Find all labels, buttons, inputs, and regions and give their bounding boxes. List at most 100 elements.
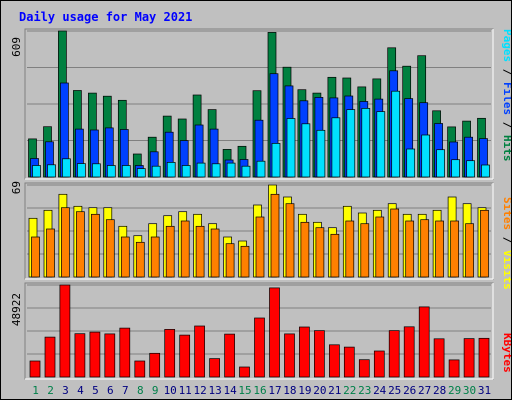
kbytes-bar-day-7 [119,327,131,378]
day-label-24: 24 [373,384,387,397]
legend-kbytes: KBytes [501,333,511,373]
sites-bar-day-19 [300,221,310,278]
pages-bar-day-9 [151,165,161,178]
kbytes-bar-day-27 [418,306,430,378]
day-labels: 1 2 3 4 5 6 7 8 9 10 11 12 13 14 15 16 17 18 19 20 21 22 23 24 2… [32,384,491,397]
pages-bar-day-16 [256,160,266,178]
pages-bar-day-17 [271,143,281,178]
legend-files: Files [501,82,511,115]
kbytes-bar-day-15 [239,366,250,378]
legend-pages: Pages [501,29,511,62]
pages-bar-day-15 [241,165,251,178]
day-label-12: 12 [193,384,206,397]
pages-bar-day-2 [47,164,56,178]
pages-bar-day-8 [136,168,146,178]
sites-bar-day-30 [465,223,474,278]
kbytes-bar-day-4 [74,333,86,378]
day-label-13: 13 [208,384,221,397]
bottom-y-max-label: 48922 [10,293,23,326]
svg-text:Pages / Files / Hits: Pages / Files / Hits [501,29,511,162]
kbytes-bar-day-14 [224,333,235,378]
kbytes-panel [24,282,494,380]
sites-bar-day-20 [315,227,325,278]
middle-legend: Sites / Visits [501,197,512,290]
pages-bar-day-28 [436,149,445,178]
legend-sites: Sites [501,197,511,230]
day-label-29: 29 [448,384,461,397]
pages-bar-day-13 [211,163,221,178]
day-label-30: 30 [463,384,476,397]
kbytes-bar-day-17 [269,287,280,378]
day-label-11: 11 [179,384,192,397]
pages-bar-day-26 [406,148,416,178]
sites-bar-day-29 [450,220,459,278]
day-label-1: 1 [32,384,39,397]
kbytes-bar-day-28 [433,338,445,378]
day-label-2: 2 [47,384,54,397]
kbytes-bar-day-30 [463,338,475,378]
pages-bar-day-22 [346,109,356,178]
pages-bar-day-19 [301,123,311,178]
sites-bar-day-15 [240,245,250,278]
kbytes-bar-day-20 [314,330,325,378]
kbytes-bar-day-16 [254,317,265,378]
kbytes-bar-day-19 [299,326,310,378]
kbytes-bar-day-26 [403,326,415,378]
sites-bar-day-8 [135,241,145,278]
day-label-17: 17 [268,384,281,397]
pages-bar-day-27 [421,134,431,178]
sites-bar-day-7 [120,236,130,278]
svg-text:Sites / Visits: Sites / Visits [501,197,511,290]
sites-bar-day-25 [390,208,400,278]
pages-bar-day-3 [62,158,71,178]
sites-bar-day-18 [285,203,295,278]
kbytes-bar-day-21 [329,344,340,378]
pages-bar-day-1 [32,165,41,178]
sites-bar-day-31 [480,209,489,278]
kbytes-bar-day-22 [343,346,355,378]
sites-bar-day-6 [105,219,115,278]
pages-bar-day-11 [181,165,191,178]
sites-bar-day-26 [405,220,415,278]
kbytes-bar-day-2 [44,336,56,378]
day-label-21: 21 [328,384,341,397]
day-label-7: 7 [122,384,129,397]
sites-bar-day-10 [165,225,175,278]
pages-bar-day-23 [361,108,371,178]
day-label-22: 22 [343,384,356,397]
sites-bar-day-3 [61,207,70,278]
kbytes-bar-day-12 [194,325,205,378]
pages-bar-day-24 [376,111,386,178]
day-label-15: 15 [238,384,251,397]
day-label-28: 28 [433,384,446,397]
kbytes-bar-day-29 [448,359,460,378]
pages-bar-day-4 [77,163,86,178]
pages-bar-day-25 [391,90,401,178]
day-label-18: 18 [283,384,296,397]
kbytes-bar-day-9 [149,352,161,378]
pages-bar-day-6 [106,165,116,178]
top-legend: Pages / Files / Hits [501,29,512,162]
pages-bar-day-30 [466,160,475,178]
day-label-27: 27 [418,384,431,397]
pages-bar-day-31 [481,164,490,178]
visits-sites-panel [24,182,494,280]
pages-bar-day-14 [226,162,236,178]
pages-bar-day-7 [121,165,131,178]
svg-text:KBytes: KBytes [501,333,511,373]
legend-visits: Visits [501,250,511,290]
legend-hits: Hits [501,135,511,162]
day-label-31: 31 [478,384,491,397]
day-label-19: 19 [298,384,311,397]
middle-y-max-label: 69 [10,181,23,194]
kbytes-bar-day-1 [29,360,41,378]
day-label-5: 5 [92,384,99,397]
pages-bar-day-20 [316,129,326,178]
day-label-8: 8 [137,384,144,397]
day-label-9: 9 [152,384,159,397]
pages-bar-day-12 [196,162,206,178]
sites-bar-day-23 [360,223,370,278]
kbytes-bar-day-11 [179,334,191,378]
sites-bar-day-24 [375,216,385,278]
sites-bar-day-11 [180,220,190,278]
